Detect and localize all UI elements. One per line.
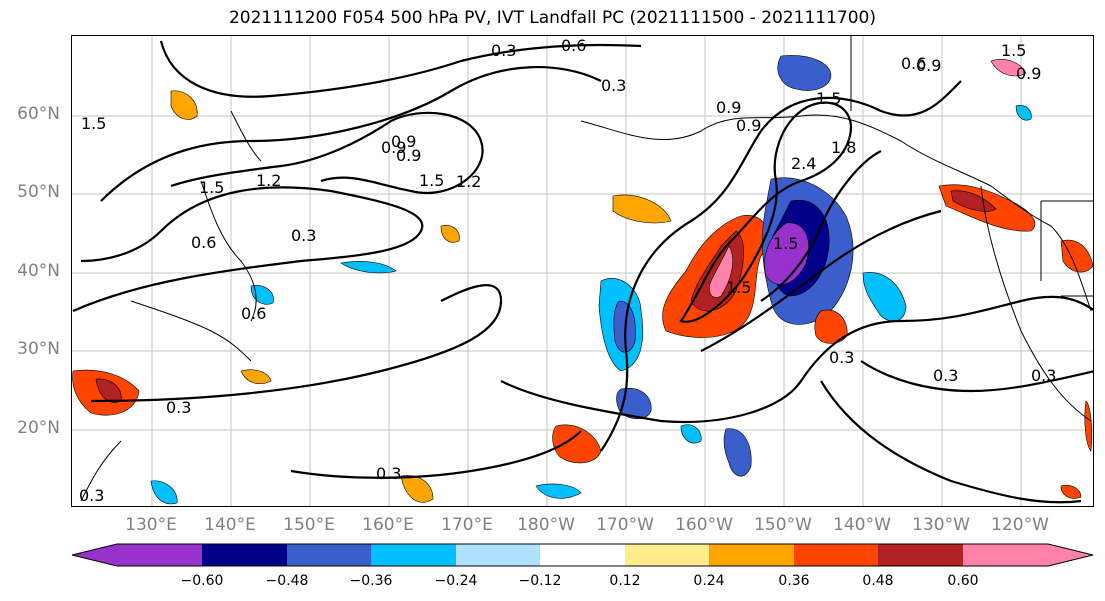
latitude-label: 20°N [17, 418, 60, 438]
contour-label: 0.9 [1016, 64, 1041, 83]
contour-label: 0.3 [933, 366, 958, 385]
contour-label: 0.3 [166, 398, 191, 417]
colorbar-segment [202, 544, 287, 566]
colorbar [71, 543, 1094, 567]
map-canvas: 0.3 0.6 0.3 0.9 0.9 1.5 0.9 1.5 1.2 1.5 … [72, 36, 1093, 506]
contour-label: 0.9 [396, 146, 421, 165]
contour-label: 0.9 [391, 132, 416, 151]
contour-label: 1.2 [456, 172, 481, 191]
longitude-label: 130°W [912, 515, 970, 535]
longitude-label: 170°E [441, 515, 493, 535]
longitude-label: 170°W [596, 515, 654, 535]
contour-label: 0.3 [1031, 366, 1056, 385]
longitude-label: 140°E [204, 515, 256, 535]
colorbar-segment [963, 544, 1048, 566]
contour-label: 0.9 [716, 98, 741, 117]
map-title: 2021111200 F054 500 hPa PV, IVT Landfall… [228, 8, 876, 28]
longitude-label: 150°E [283, 515, 335, 535]
colorbar-tick-label: −0.48 [265, 573, 309, 589]
contour-label: 0.3 [79, 486, 104, 505]
colorbar-tick-label: 0.12 [609, 573, 641, 589]
longitude-label: 120°W [991, 515, 1049, 535]
latitude-label: 60°N [17, 104, 60, 124]
contour-label: 0.9 [381, 138, 406, 157]
contour-label: 0.6 [561, 36, 586, 55]
colorbar-tick-label: 0.60 [947, 573, 979, 589]
longitude-label: 140°W [833, 515, 891, 535]
contour-label: 1.5 [419, 171, 444, 190]
contour-label: 1.5 [1001, 41, 1026, 60]
colorbar-arrow-min [72, 544, 117, 566]
contour-label: 1.5 [773, 234, 798, 253]
contour-label: 0.6 [191, 233, 216, 252]
colorbar-segment [117, 544, 202, 566]
coastlines [80, 36, 1093, 502]
colorbar-outline [71, 543, 1094, 567]
longitude-label: 160°W [675, 515, 733, 535]
colorbar-segment [625, 544, 709, 566]
contour-label: 0.3 [376, 464, 401, 483]
contour-label: 0.3 [491, 41, 516, 60]
longitude-label: 180°W [517, 515, 575, 535]
map-panel: 0.3 0.6 0.3 0.9 0.9 1.5 0.9 1.5 1.2 1.5 … [71, 35, 1094, 507]
colorbar-segment [287, 544, 371, 566]
contour-label: 0.6 [241, 304, 266, 323]
latitude-label: 40°N [17, 261, 60, 281]
contour-label: 0.3 [291, 226, 316, 245]
longitude-label: 160°E [362, 515, 414, 535]
colorbar-segment [878, 544, 963, 566]
colorbar-tick-label: 0.36 [778, 573, 810, 589]
colorbar-segment [456, 544, 540, 566]
contour-label: 0.3 [829, 348, 854, 367]
contour-label: 0.9 [916, 56, 941, 75]
contour-label: 1.5 [199, 178, 224, 197]
latitude-label: 30°N [17, 339, 60, 359]
contour-label: 1.8 [831, 138, 856, 157]
contour-label: 1.5 [81, 114, 106, 133]
contour-label: 1.5 [816, 89, 841, 108]
pc-shading [72, 55, 1093, 505]
colorbar-segment [794, 544, 878, 566]
colorbar-tick-label: −0.60 [180, 573, 224, 589]
contour-label: 0.6 [901, 54, 926, 73]
colorbar-segment [540, 544, 625, 566]
colorbar-tick-label: 0.24 [693, 573, 725, 589]
colorbar-tick-label: −0.24 [434, 573, 478, 589]
longitude-label: 150°W [754, 515, 812, 535]
colorbar-tick-label: −0.12 [518, 573, 562, 589]
latitude-label: 50°N [17, 182, 60, 202]
colorbar-tick-label: −0.36 [349, 573, 393, 589]
contour-label-layer: 0.3 0.6 0.3 0.9 0.9 1.5 0.9 1.5 1.2 1.5 … [79, 36, 1056, 505]
longitude-label: 130°E [125, 515, 177, 535]
contour-label: 2.4 [791, 154, 816, 173]
contour-label: 1.5 [726, 278, 751, 297]
pv-contours [72, 40, 1093, 504]
colorbar-arrow-max [1048, 544, 1093, 566]
colorbar-tick-label: 0.48 [862, 573, 894, 589]
colorbar-segment [709, 544, 794, 566]
colorbar-segment [371, 544, 456, 566]
contour-label: 1.2 [256, 171, 281, 190]
contour-label: 0.9 [736, 116, 761, 135]
contour-label: 0.3 [601, 76, 626, 95]
